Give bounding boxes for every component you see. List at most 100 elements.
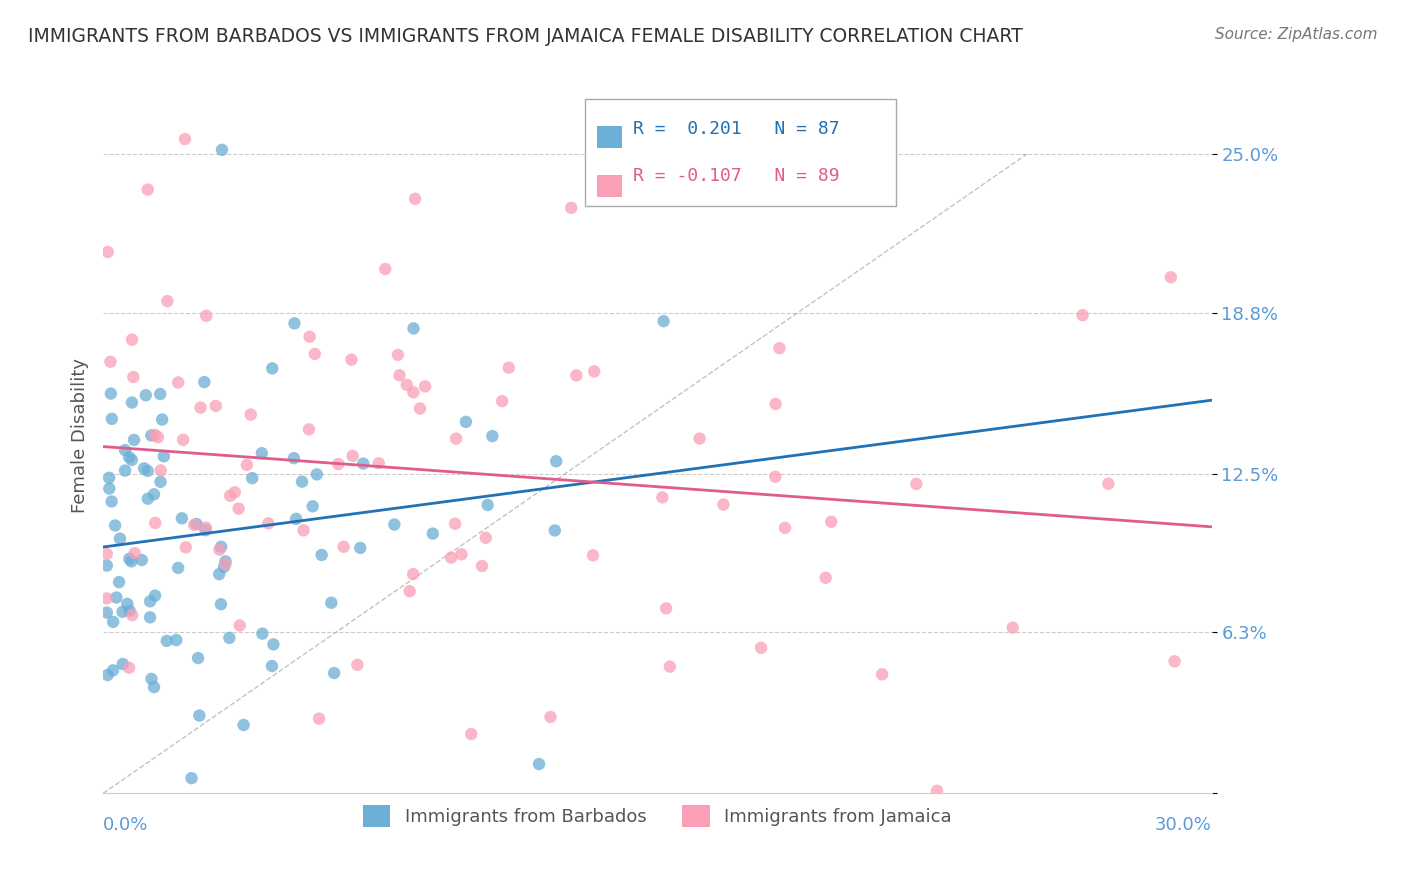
Point (262, 361, 284, 376)
Point (404, 192, 426, 206)
Point (765, 397, 787, 411)
Point (224, 485, 246, 500)
Point (100, 355, 122, 369)
Point (252, 626, 274, 640)
Point (250, 446, 273, 460)
Point (111, 657, 134, 671)
Y-axis label: Female Disability: Female Disability (72, 358, 89, 513)
Point (1071, 308, 1094, 322)
Point (471, 559, 494, 574)
Point (658, 659, 681, 673)
Point (149, 475, 172, 489)
Point (104, 518, 127, 533)
Point (143, 680, 166, 694)
Point (131, 553, 153, 567)
Point (229, 618, 252, 632)
Point (195, 309, 218, 323)
Point (100, 386, 122, 401)
Point (311, 548, 333, 562)
Point (454, 415, 477, 429)
Point (292, 524, 315, 538)
Point (188, 708, 211, 723)
Point (124, 546, 146, 560)
Point (387, 348, 409, 362)
Point (474, 531, 496, 545)
Point (141, 672, 163, 686)
Point (544, 524, 567, 538)
Point (1001, 621, 1024, 635)
Point (773, 521, 796, 535)
Legend: Immigrants from Barbados, Immigrants from Jamaica: Immigrants from Barbados, Immigrants fro… (356, 798, 959, 834)
Point (820, 515, 842, 529)
Point (262, 637, 284, 651)
Point (153, 450, 176, 464)
Point (208, 567, 231, 582)
Point (96, 547, 118, 561)
Point (101, 412, 124, 426)
Point (96, 606, 118, 620)
Point (328, 457, 350, 471)
Point (190, 401, 212, 415)
Point (283, 451, 305, 466)
Point (409, 401, 432, 416)
Point (149, 463, 172, 477)
Point (101, 615, 124, 629)
Point (121, 608, 143, 623)
Point (167, 561, 190, 575)
Point (583, 364, 606, 378)
Point (170, 511, 193, 525)
Point (135, 388, 157, 402)
Point (121, 395, 143, 409)
Point (208, 542, 231, 557)
Point (565, 368, 588, 383)
Point (108, 575, 131, 590)
Point (174, 541, 197, 555)
Point (413, 379, 436, 393)
Text: Source: ZipAtlas.com: Source: ZipAtlas.com (1215, 27, 1378, 42)
Text: IMMIGRANTS FROM BARBADOS VS IMMIGRANTS FROM JAMAICA FEMALE DISABILITY CORRELATIO: IMMIGRANTS FROM BARBADOS VS IMMIGRANTS F… (28, 27, 1024, 45)
Point (149, 387, 172, 401)
Point (481, 429, 503, 443)
Point (768, 341, 790, 355)
Point (340, 352, 363, 367)
Point (194, 520, 217, 534)
Point (398, 584, 420, 599)
Point (150, 412, 173, 426)
Point (352, 457, 374, 471)
Point (342, 449, 364, 463)
Point (527, 757, 550, 772)
Point (156, 294, 179, 309)
Point (156, 633, 179, 648)
Point (174, 132, 197, 146)
Point (204, 399, 226, 413)
Point (308, 712, 330, 726)
Point (121, 333, 143, 347)
Point (209, 597, 232, 611)
Point (139, 610, 162, 624)
Point (422, 526, 444, 541)
Point (118, 450, 141, 464)
Point (283, 317, 305, 331)
Point (232, 718, 254, 732)
Point (444, 516, 467, 531)
Text: R = -0.107   N = 89: R = -0.107 N = 89 (633, 167, 839, 186)
Point (321, 596, 343, 610)
Point (117, 597, 139, 611)
Point (1160, 270, 1182, 285)
Point (651, 491, 673, 505)
Point (402, 321, 425, 335)
Point (260, 659, 283, 673)
Point (219, 489, 242, 503)
Text: R =  0.201   N = 87: R = 0.201 N = 87 (633, 120, 839, 138)
Point (172, 433, 194, 447)
Point (139, 594, 162, 608)
Point (212, 559, 235, 574)
Point (814, 571, 837, 585)
Point (218, 631, 240, 645)
Point (118, 661, 141, 675)
Point (582, 549, 605, 563)
Point (402, 567, 425, 582)
Point (291, 475, 314, 489)
Point (98, 471, 121, 485)
Point (652, 314, 675, 328)
